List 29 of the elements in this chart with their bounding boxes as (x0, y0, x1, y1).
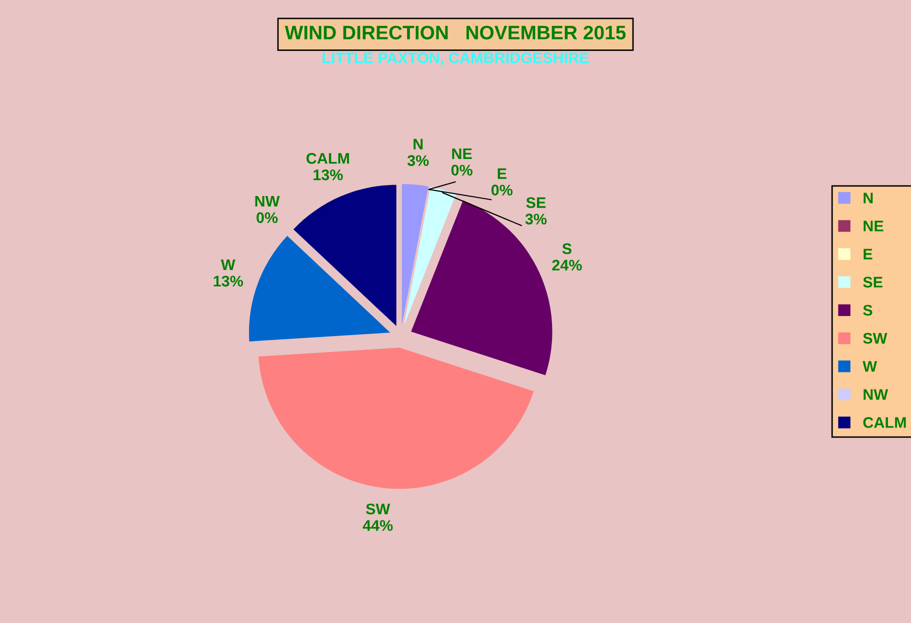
slice-label: SW (366, 504, 390, 514)
data-label: 3% (525, 214, 547, 225)
legend-label: CALM (863, 417, 906, 428)
data-label: 24% (552, 260, 582, 271)
data-label: 13% (214, 276, 244, 287)
legend-label: SW (863, 332, 888, 344)
text: 0% (491, 184, 513, 196)
legend-label: NE (864, 220, 884, 232)
slice-label: SE (526, 197, 546, 208)
slice-label: N (414, 138, 423, 150)
category-label: NE (452, 148, 472, 159)
legend-label: NW (864, 389, 888, 400)
data-label: 44% (362, 520, 393, 531)
legend-label: SE (863, 276, 882, 288)
chart-subtitle: LITTLE PAXTON, CAMBRIDGESHIRE (322, 52, 589, 66)
chart-title: WIND DIRECTION NOVEMBER 2015 (284, 26, 626, 40)
slice-label: CALM (306, 152, 349, 164)
slice-label: W (220, 259, 236, 270)
slice-label: S (562, 243, 572, 254)
legend-label: W (862, 361, 878, 372)
data-label: 13% (314, 169, 343, 180)
data-label: 3% (407, 155, 429, 166)
text: 0% (451, 164, 472, 176)
category-label: NW (255, 196, 280, 206)
legend-label: N (864, 192, 873, 204)
category-label: E (498, 168, 506, 179)
legend-label: E (864, 248, 872, 260)
legend-label: S (863, 304, 872, 316)
text: 0% (256, 212, 278, 224)
